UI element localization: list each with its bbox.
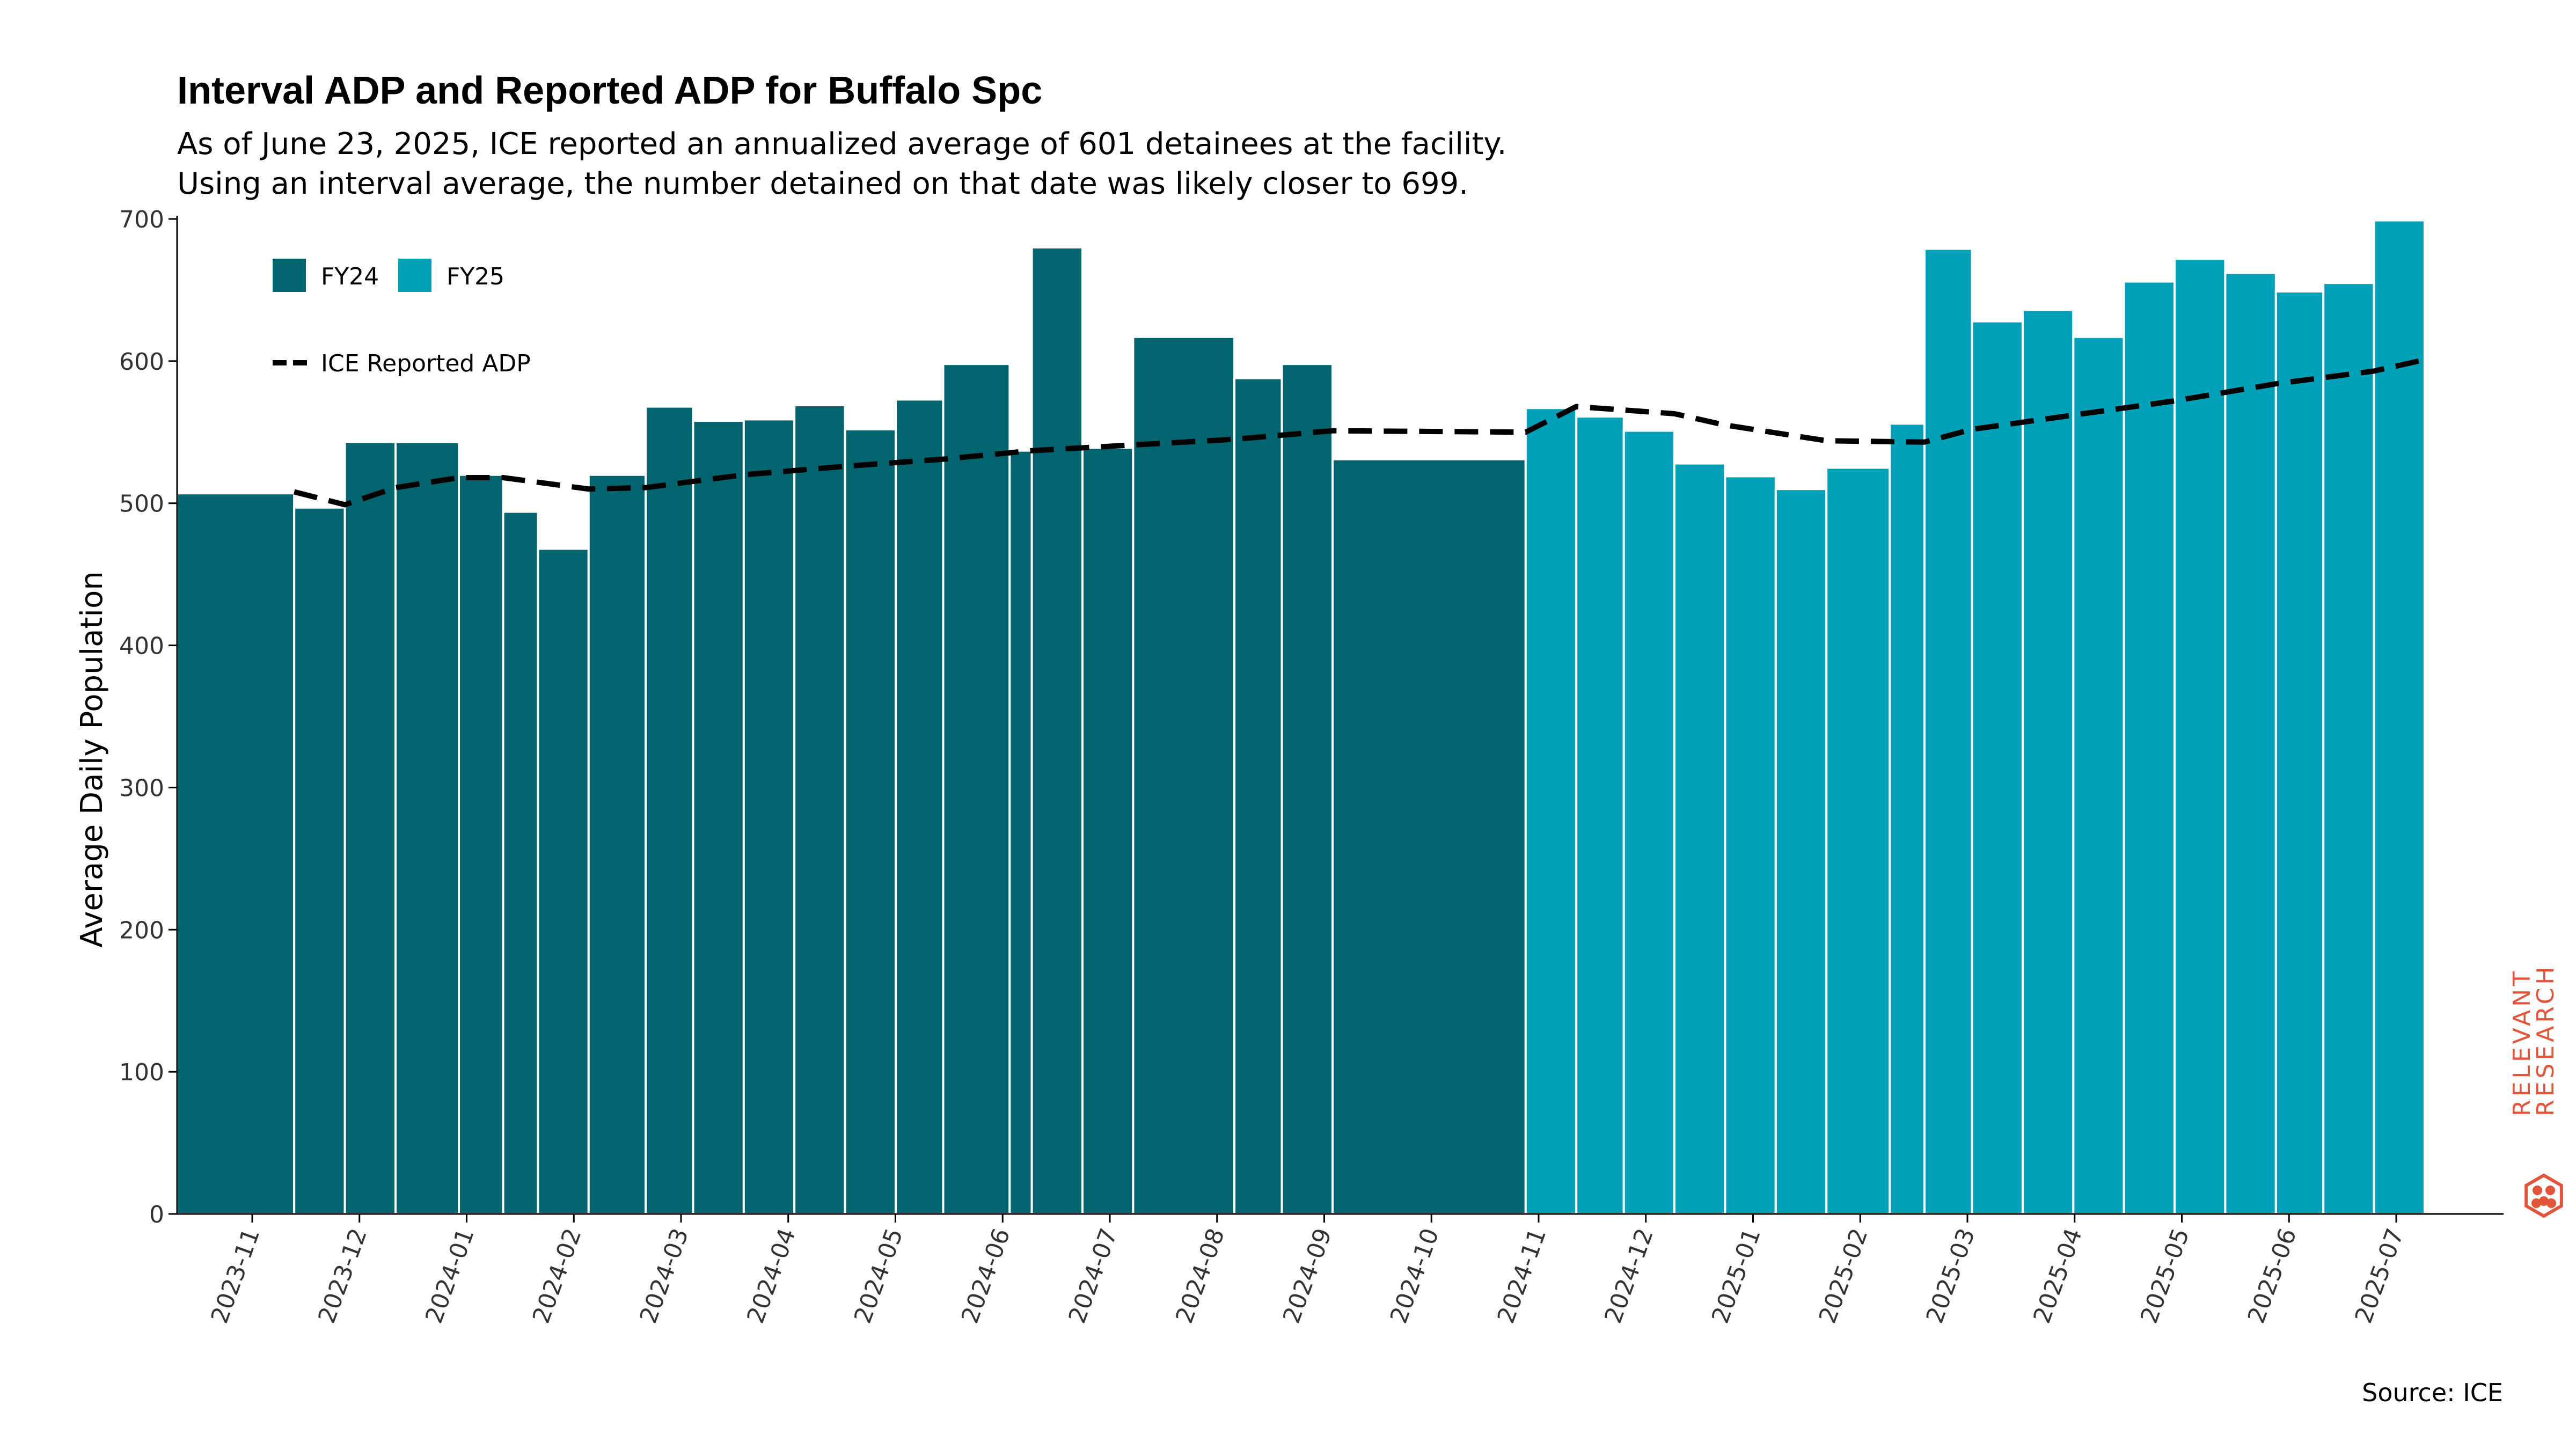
bar-fy24-6 (537, 547, 590, 1215)
bar-fy25-34 (2123, 280, 2176, 1215)
y-axis-title: Average Daily Population (75, 571, 109, 947)
x-tick-label: 2024-09 (1278, 1225, 1337, 1327)
y-tick-label: 600 (119, 348, 164, 376)
legend: FY24 FY25 ICE Reported ADP (273, 259, 531, 377)
bar-fy25-35 (2174, 258, 2227, 1216)
x-tick-label: 2024-11 (1492, 1225, 1552, 1327)
bar-fy24-13 (895, 398, 945, 1215)
bar-fy25-32 (2021, 309, 2075, 1215)
legend-swatch-fy25 (398, 259, 431, 292)
logo-hexagon-icon (2524, 1173, 2563, 1218)
x-tick-label: 2025-04 (2028, 1225, 2088, 1327)
legend-label-fy24: FY24 (321, 263, 379, 290)
y-tick-label: 300 (119, 774, 164, 802)
legend-label-fy25: FY25 (447, 263, 504, 290)
bar-fy25-29 (1889, 422, 1926, 1215)
bar-fy25-30 (1923, 247, 1973, 1216)
x-tick-label: 2024-07 (1064, 1225, 1123, 1327)
y-tick-label: 100 (119, 1059, 164, 1086)
chart-subtitle-line-1: As of June 23, 2025, ICE reported an ann… (177, 127, 1507, 162)
bar-fy24-4 (458, 473, 504, 1216)
bar-fy24-15 (1008, 449, 1033, 1216)
y-tick-label: 500 (119, 491, 164, 518)
bar-fy25-26 (1724, 475, 1777, 1215)
reported-adp-line (293, 357, 2426, 508)
bar-fy24-10 (742, 418, 796, 1215)
legend-swatch-fy24 (273, 259, 306, 292)
bar-fy25-23 (1575, 415, 1625, 1216)
x-tick-label: 2024-05 (849, 1225, 909, 1327)
x-tick-label: 2024-10 (1385, 1225, 1445, 1327)
legend-label-reported-adp: ICE Reported ADP (321, 350, 531, 377)
bar-fy24-17 (1081, 447, 1135, 1215)
logo-dot (2539, 1196, 2549, 1206)
chart-title: Interval ADP and Reported ADP for Buffal… (177, 69, 1043, 112)
x-tick-label: 2023-11 (206, 1225, 266, 1327)
x-tick-label: 2025-06 (2243, 1225, 2302, 1327)
bar-fy25-33 (2072, 335, 2125, 1215)
bar-fy24-9 (692, 420, 745, 1215)
bar-fy24-2 (343, 441, 397, 1215)
x-tick-label: 2023-12 (313, 1225, 372, 1327)
logo-dot (2546, 1198, 2556, 1208)
bar-fy24-18 (1132, 335, 1236, 1215)
y-tick-label: 400 (119, 633, 164, 660)
y-tick-label: 700 (119, 206, 164, 233)
bar-fy24-7 (587, 473, 647, 1216)
x-tick-label: 2025-02 (1814, 1225, 1874, 1327)
bar-fy24-14 (942, 363, 1011, 1216)
chart-subtitle-line-2: Using an interval average, the number de… (177, 166, 1469, 201)
bar-fy24-12 (844, 428, 897, 1215)
logo-dot (2533, 1185, 2542, 1195)
x-tick-label: 2025-05 (2135, 1225, 2195, 1327)
source-note: Source: ICE (2362, 1378, 2503, 1407)
x-tick-label: 2024-08 (1170, 1225, 1230, 1327)
logo-word-relevant: RELEVANT (2508, 968, 2536, 1116)
bar-fy24-0 (176, 492, 296, 1216)
x-tick-label: 2025-01 (1707, 1225, 1766, 1327)
y-tick-label: 200 (119, 917, 164, 944)
bar-fy25-22 (1524, 407, 1578, 1215)
x-tick-label: 2024-12 (1599, 1225, 1659, 1327)
bar-fy25-31 (1971, 320, 2024, 1216)
bar-fy25-38 (2322, 282, 2375, 1216)
bar-fy24-19 (1233, 377, 1283, 1215)
bar-fy24-21 (1331, 458, 1527, 1215)
bar-fy24-3 (394, 441, 460, 1215)
bar-fy25-37 (2274, 290, 2325, 1215)
logo-dot (2545, 1185, 2555, 1195)
bar-fy25-28 (1825, 466, 1891, 1215)
bar-fy24-8 (645, 405, 694, 1215)
x-tick-label: 2025-03 (1921, 1225, 1981, 1327)
y-tick-label: 0 (149, 1201, 164, 1228)
x-tick-label: 2025-07 (2350, 1225, 2410, 1327)
x-tick-label: 2024-01 (420, 1225, 480, 1327)
logo-dot (2531, 1198, 2541, 1208)
bar-fy25-25 (1673, 462, 1726, 1215)
logo-word-research: RESEARCH (2532, 964, 2559, 1116)
x-tick-label: 2024-06 (956, 1225, 1016, 1327)
bar-fy25-36 (2224, 272, 2277, 1216)
x-tick-label: 2024-02 (528, 1225, 587, 1327)
bar-fy24-20 (1280, 363, 1334, 1216)
bar-fy24-5 (502, 510, 539, 1215)
bar-fy24-16 (1030, 246, 1084, 1215)
x-tick-label: 2024-04 (742, 1225, 801, 1327)
reported-adp-line-layer (293, 357, 2426, 508)
bar-fy24-11 (793, 404, 846, 1215)
bar-fy24-1 (293, 506, 346, 1216)
x-tick-label: 2024-03 (635, 1225, 694, 1327)
bar-fy25-27 (1774, 488, 1828, 1216)
bar-fy25-24 (1622, 429, 1676, 1215)
